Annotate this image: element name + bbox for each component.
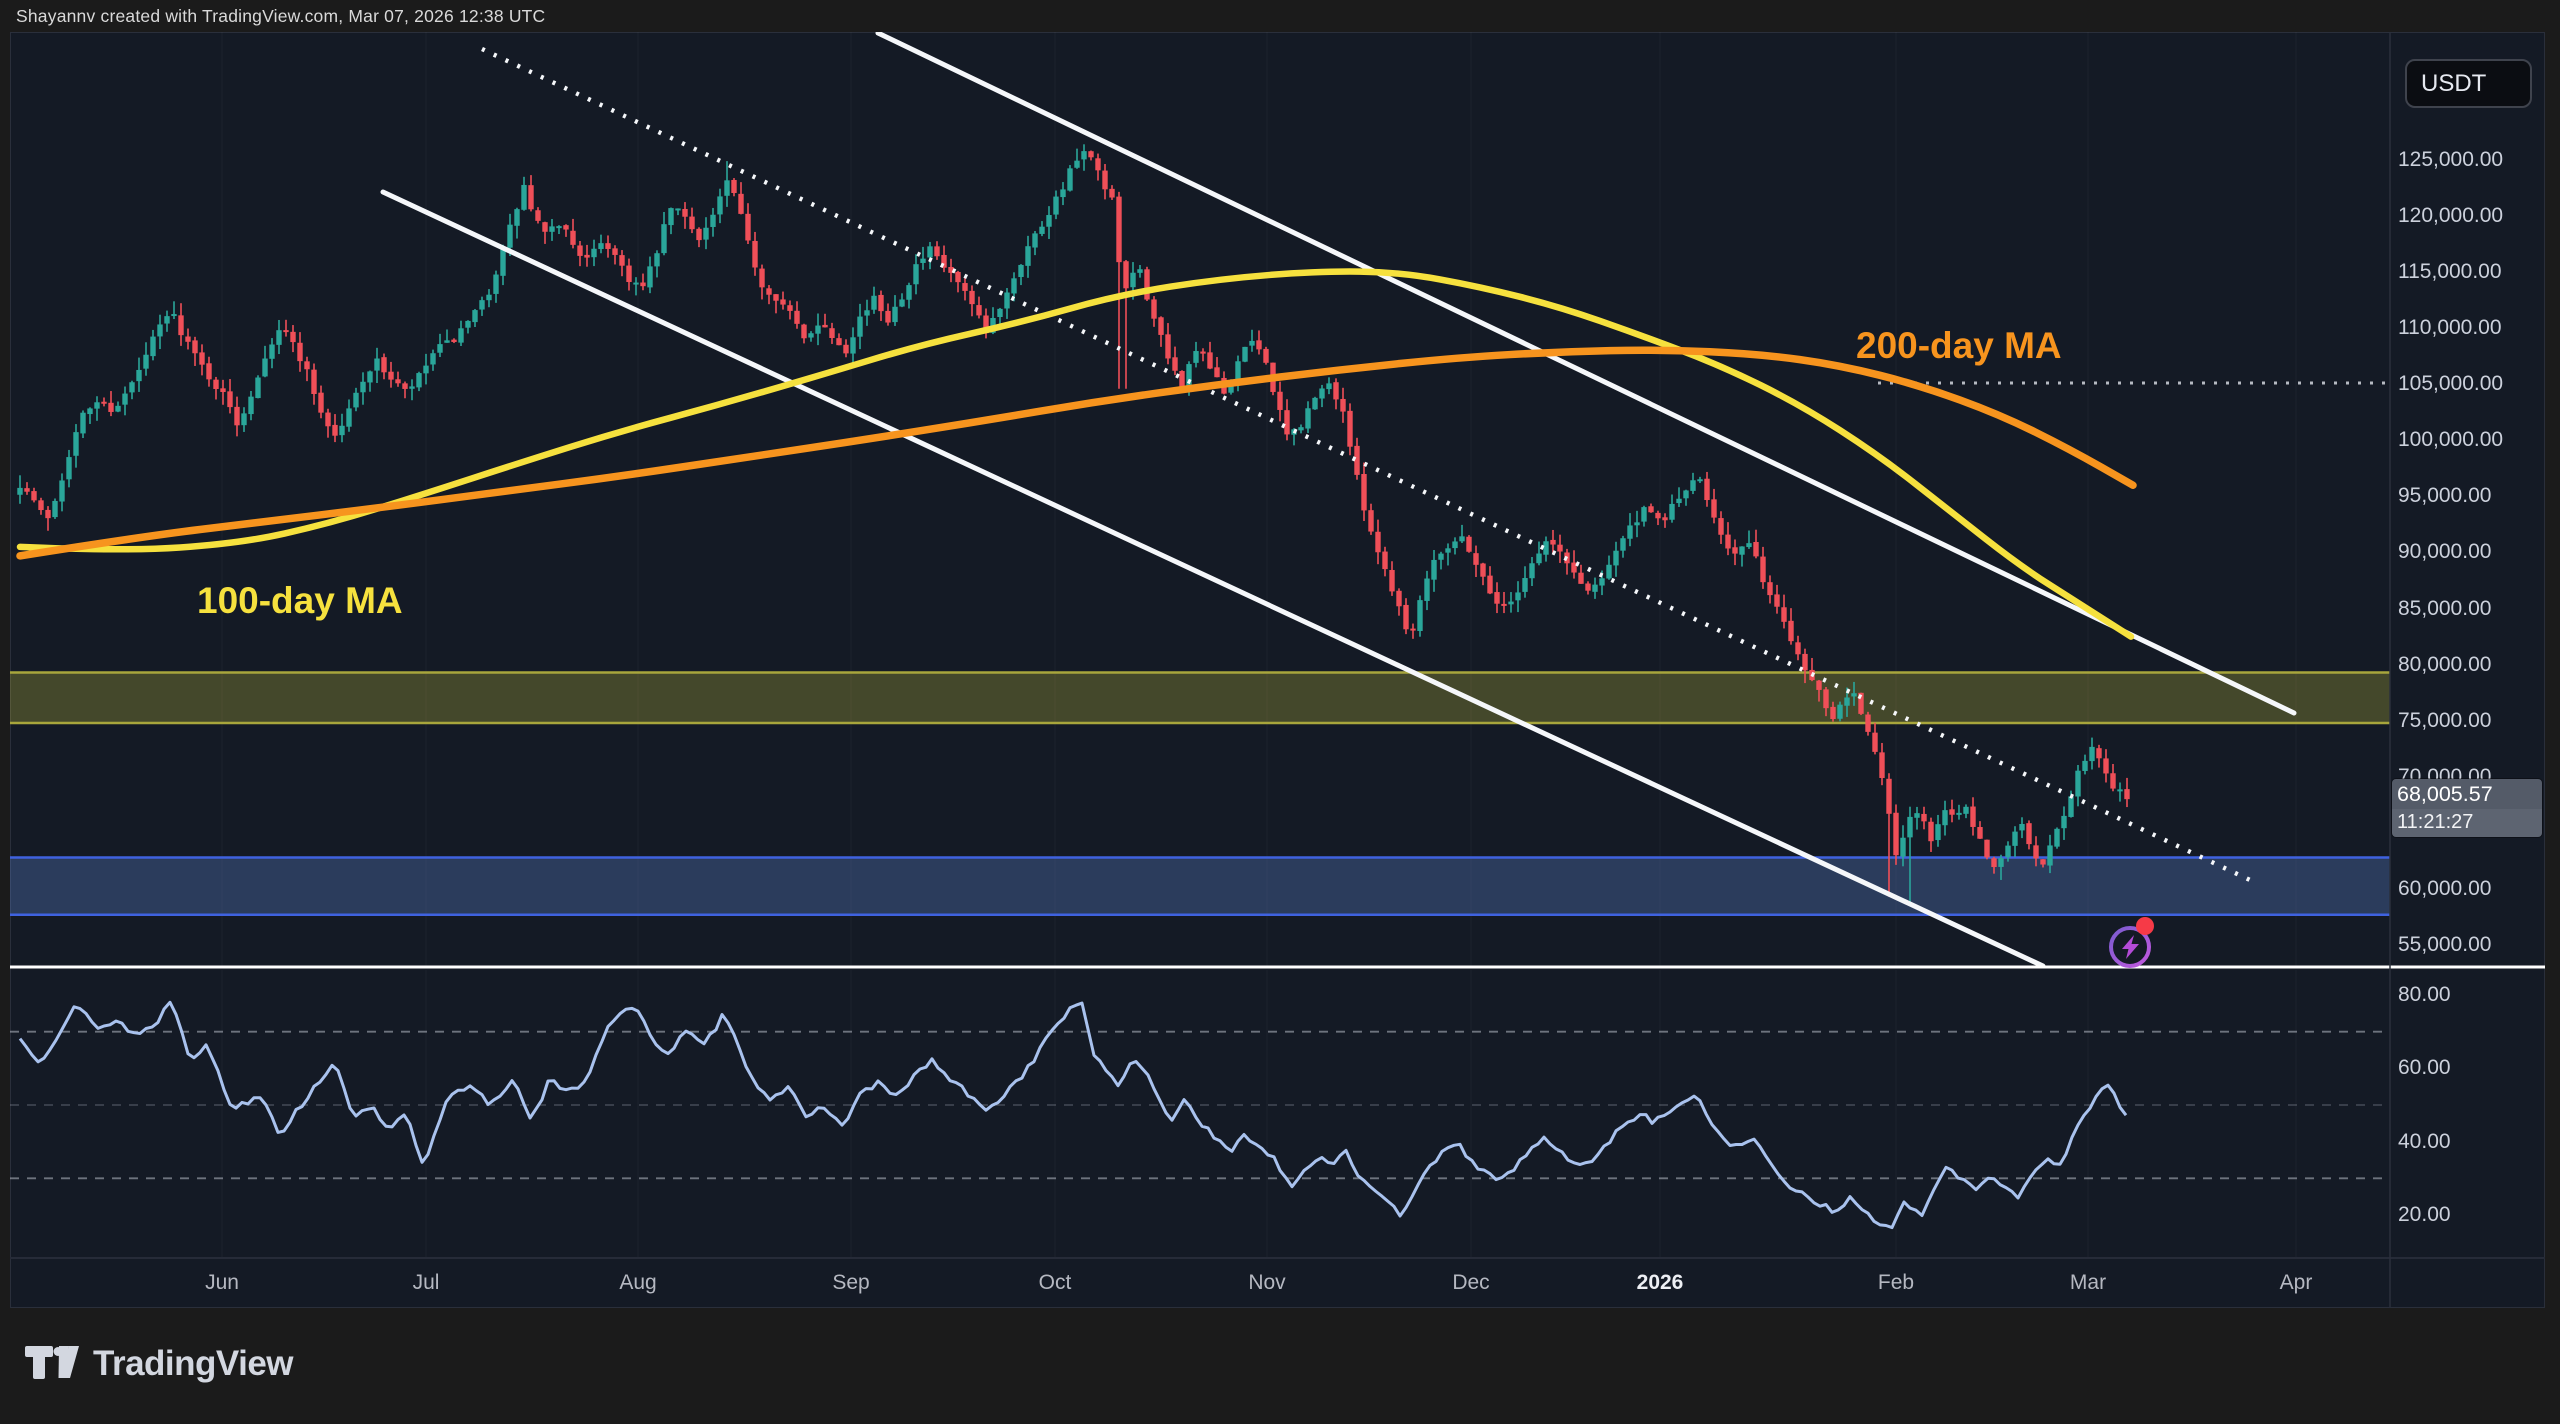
support-zone [10,856,2390,916]
price-axis-label: 110,000.00 [2398,316,2502,340]
price-axis-label: 85,000.00 [2398,596,2492,620]
time-axis-label: Feb [1877,1271,1915,1294]
dotted-mid-trendline [481,46,2251,883]
boost-icon-circle [2109,926,2151,968]
time-axis-label: Mar [2069,1271,2107,1294]
ma100-line[interactable] [16,268,2135,640]
price-axis-label: 120,000.00 [2398,204,2504,228]
ma100-watermark-label: 100-day MA [197,580,403,621]
candlestick-series [17,144,2130,904]
time-axis-label: 2026 [1636,1271,1684,1294]
quote-currency-button[interactable]: USDT [2405,59,2532,108]
price-axis-label: 105,000.00 [2398,372,2504,396]
rsi-line[interactable] [18,1000,2128,1230]
time-axis-label: Jul [412,1271,440,1294]
trendlines[interactable] [380,32,2297,967]
last-price-label: 68,005.57 11:21:27 [2392,779,2542,837]
time-axis-label: Dec [1452,1271,1490,1294]
price-axis-label: 115,000.00 [2398,260,2502,284]
ma200-line[interactable] [16,346,2137,560]
chart-widget [10,32,2545,1308]
channel-upper-trendline [875,32,2297,716]
tradingview-logo-glyph [25,1346,79,1379]
price-axis-label: 100,000.00 [2398,428,2504,452]
price-axis-label: 90,000.00 [2398,540,2492,564]
tradingview-logo[interactable]: TradingView [25,1340,294,1388]
channel-lower-trendline [380,189,2046,967]
notification-dot [2136,917,2154,935]
time-axis-label: Nov [1248,1271,1286,1294]
rsi-axis-label: 40.00 [2398,1129,2451,1153]
last-price-value: 68,005.57 [2392,779,2542,809]
time-axis-label: Jun [205,1271,239,1294]
rsi-axis-label: 20.00 [2398,1203,2451,1226]
time-axis-label: Aug [619,1271,657,1294]
price-axis-label: 60,000.00 [2398,876,2492,900]
price-axis-label: 55,000.00 [2398,933,2492,956]
time-axis-label: Sep [832,1271,870,1294]
price-axis-label: 80,000.00 [2398,652,2492,676]
time-axis-label: Apr [2279,1271,2313,1294]
time-axis-label: Oct [1038,1271,1072,1294]
price-axis-label: 95,000.00 [2398,484,2492,508]
resistance-zone [10,671,2390,725]
ma200-watermark-label: 200-day MA [1856,325,2062,366]
bar-countdown: 11:21:27 [2392,809,2542,837]
rsi-axis-label: 80.00 [2398,982,2451,1006]
price-axis-label: 125,000.00 [2398,147,2504,171]
lightning-bolt-icon [2122,935,2139,959]
rsi-axis-label: 60.00 [2398,1056,2451,1080]
price-axis-label: 75,000.00 [2398,708,2492,732]
tradingview-logo-text: TradingView [93,1344,294,1383]
attribution-text: Shayannv created with TradingView.com, M… [16,6,546,26]
boost-icon[interactable] [2109,917,2154,968]
